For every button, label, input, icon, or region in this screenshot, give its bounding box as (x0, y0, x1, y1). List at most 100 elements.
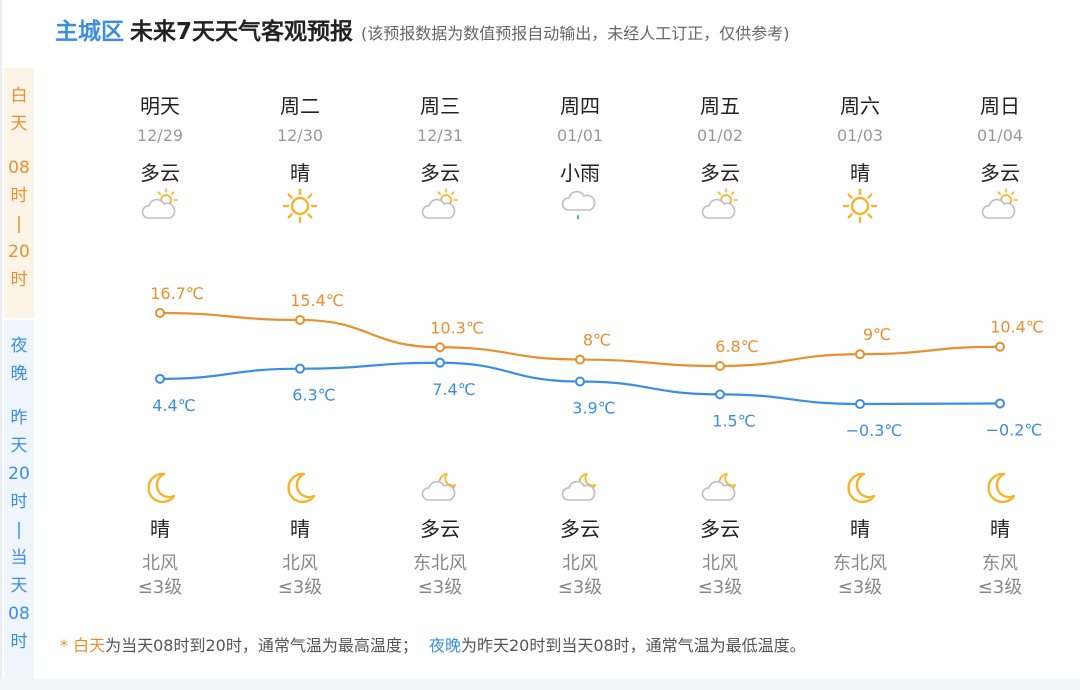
side-label-day: 白 天 08 时 | 20 时 (4, 68, 34, 318)
day-name: 周日 (980, 94, 1020, 118)
night-temperature-point (995, 398, 1005, 409)
day-date: 12/31 (416, 126, 464, 145)
day-temperature-label: 10.3℃ (430, 318, 484, 337)
day-condition: 多云 (140, 161, 180, 185)
day-condition: 小雨 (560, 161, 600, 185)
moon-icon (140, 468, 180, 508)
night-condition: 晴 (990, 517, 1010, 541)
day-date: 12/30 (276, 126, 324, 145)
partly-cloudy-day-icon (700, 186, 740, 226)
day-date: 01/01 (556, 126, 604, 145)
night-condition: 晴 (850, 517, 870, 541)
side-day-char: 白 (10, 86, 28, 106)
page-header: 主城区 未来7天天气客观预报 (该预报数据为数值预报自动输出，未经人工订正，仅供参考… (55, 12, 790, 48)
day-temperature-point (575, 354, 585, 365)
footer-star: * (60, 636, 68, 655)
side-night-char: 天 (10, 576, 28, 596)
footer-day-text: 为当天08时到20时，通常气温为最高温度； (105, 636, 418, 655)
night-temperature-label: 4.4℃ (152, 396, 195, 415)
wind-level: ≤3级 (977, 577, 1023, 598)
partly-cloudy-day-icon (140, 186, 180, 226)
night-temperature-point (435, 357, 445, 368)
side-night-char: 昨 (10, 408, 28, 428)
light-rain-icon (560, 186, 600, 226)
side-night-char: | (16, 520, 22, 540)
wind-level: ≤3级 (277, 577, 323, 598)
wind-direction: 东北风 (413, 553, 467, 574)
day-temperature-point (715, 360, 725, 371)
side-day-char: | (16, 214, 22, 234)
night-condition: 多云 (420, 517, 460, 541)
moon-icon (980, 468, 1020, 508)
night-condition: 多云 (560, 517, 600, 541)
night-temperature-label: −0.3℃ (846, 421, 903, 440)
day-date: 12/29 (136, 126, 184, 145)
day-date: 01/02 (696, 126, 744, 145)
moon-icon (840, 468, 880, 508)
night-condition: 多云 (700, 517, 740, 541)
day-name: 周四 (560, 94, 600, 118)
day-temperature-point (155, 308, 165, 318)
night-temperature-label: −0.2℃ (986, 420, 1043, 439)
night-temperature-point (855, 399, 865, 409)
night-temperature-point (575, 376, 585, 387)
side-night-char: 天 (10, 436, 28, 456)
side-night-char: 时 (10, 632, 28, 652)
day-temperature-point (435, 342, 445, 353)
night-temperature-label: 7.4℃ (432, 380, 475, 399)
side-day-char: 08 (8, 158, 30, 178)
wind-level: ≤3级 (697, 577, 743, 598)
footer-night-word: 夜晚 (428, 636, 461, 655)
footer-legend: * 白天为当天08时到20时，通常气温为最高温度； 夜晚为昨天20时到当天08时… (60, 632, 806, 656)
side-label-night: 夜 晚 昨 天 20 时 | 当 天 08 时 (4, 320, 34, 679)
side-day-char: 时 (10, 270, 28, 290)
day-condition: 晴 (850, 161, 870, 185)
night-temperature-point (155, 373, 165, 384)
bottom-divider (0, 679, 1080, 690)
day-name: 周五 (700, 94, 740, 118)
night-temperature-label: 3.9℃ (572, 399, 615, 418)
wind-level: ≤3级 (137, 577, 183, 598)
city-name[interactable]: 主城区 (55, 19, 124, 45)
sun-icon (840, 186, 880, 226)
day-condition: 多云 (420, 161, 460, 185)
day-name: 周六 (840, 94, 880, 118)
day-name: 周二 (280, 94, 320, 118)
partly-cloudy-day-icon (980, 186, 1020, 226)
side-night-char: 20 (8, 464, 30, 484)
side-night-char: 当 (10, 548, 28, 568)
day-name: 明天 (140, 94, 180, 118)
disclaimer-note: (该预报数据为数值预报自动输出，未经人工订正，仅供参考) (361, 24, 790, 43)
wind-direction: 东北风 (833, 553, 887, 574)
day-temperature-label: 9℃ (863, 325, 891, 344)
footer-night-text: 为昨天20时到当天08时，通常气温为最低温度。 (460, 636, 806, 655)
day-temperature-label: 15.4℃ (290, 291, 344, 310)
day-condition: 晴 (290, 161, 310, 185)
wind-direction: 北风 (282, 553, 318, 574)
day-date: 01/03 (836, 126, 884, 145)
wind-direction: 东风 (982, 553, 1018, 574)
day-temperature-point (855, 349, 865, 360)
night-condition: 晴 (150, 517, 170, 541)
partly-cloudy-night-icon (700, 468, 740, 508)
side-night-char: 08 (8, 604, 30, 624)
side-day-char: 20 (8, 242, 30, 262)
day-condition: 多云 (980, 161, 1020, 185)
partly-cloudy-day-icon (420, 186, 460, 226)
wind-direction: 北风 (702, 553, 738, 574)
day-name: 周三 (420, 94, 460, 118)
wind-direction: 北风 (142, 553, 178, 574)
day-condition: 多云 (700, 161, 740, 185)
side-night-char: 时 (10, 492, 28, 512)
partly-cloudy-night-icon (420, 468, 460, 508)
side-day-char: 天 (10, 114, 28, 134)
day-temperature-label: 10.4℃ (990, 318, 1044, 337)
day-date: 01/04 (976, 126, 1024, 145)
day-temperature-label: 6.8℃ (715, 337, 758, 356)
side-night-char: 晚 (10, 364, 28, 384)
wind-level: ≤3级 (557, 577, 603, 598)
wind-direction: 北风 (562, 553, 598, 574)
sun-icon (280, 186, 320, 226)
